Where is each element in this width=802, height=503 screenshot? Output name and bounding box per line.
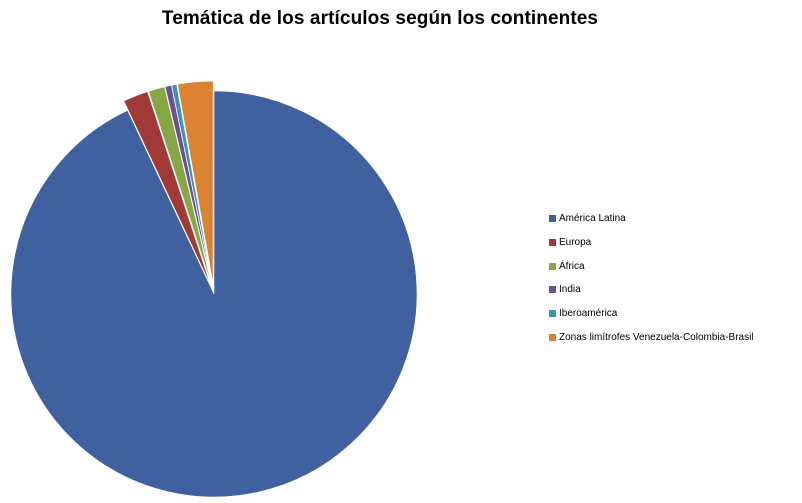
legend-swatch [549, 333, 556, 341]
chart-title: Temática de los artículos según los cont… [161, 8, 599, 29]
pie-slice-europa [123, 91, 211, 285]
legend-swatch [549, 310, 556, 318]
pie-slice-áfrica [148, 86, 212, 285]
legend-label: América Latina [559, 213, 626, 224]
legend-swatch [549, 215, 556, 222]
legend-swatch [549, 286, 556, 294]
legend-item: Iberoamérica [549, 308, 754, 332]
legend-item: Zonas limítrofes Venezuela-Colombia-Bras… [549, 332, 754, 356]
legend-item: Europa [549, 237, 754, 261]
legend-label: África [559, 260, 585, 272]
legend-swatch [549, 238, 556, 246]
pie-slice-américa-latina [10, 90, 418, 498]
legend-label: Europa [559, 236, 592, 248]
legend-item: India [549, 284, 754, 308]
legend-label: Iberoamérica [559, 308, 618, 320]
legend-label: Zonas limítrofes Venezuela-Colombia-Bras… [559, 331, 754, 343]
legend-item: América Latina [549, 213, 754, 237]
pie-slice-iberoamérica [171, 83, 213, 285]
legend-item: África [549, 261, 754, 285]
legend-label: India [559, 284, 581, 296]
legend-swatch [549, 262, 556, 270]
pie-slice-zonas-limítrofes-venezuela-colombia-brasil [177, 80, 214, 285]
chart-legend: América Latina Europa África India Iberoamér… [549, 213, 754, 356]
